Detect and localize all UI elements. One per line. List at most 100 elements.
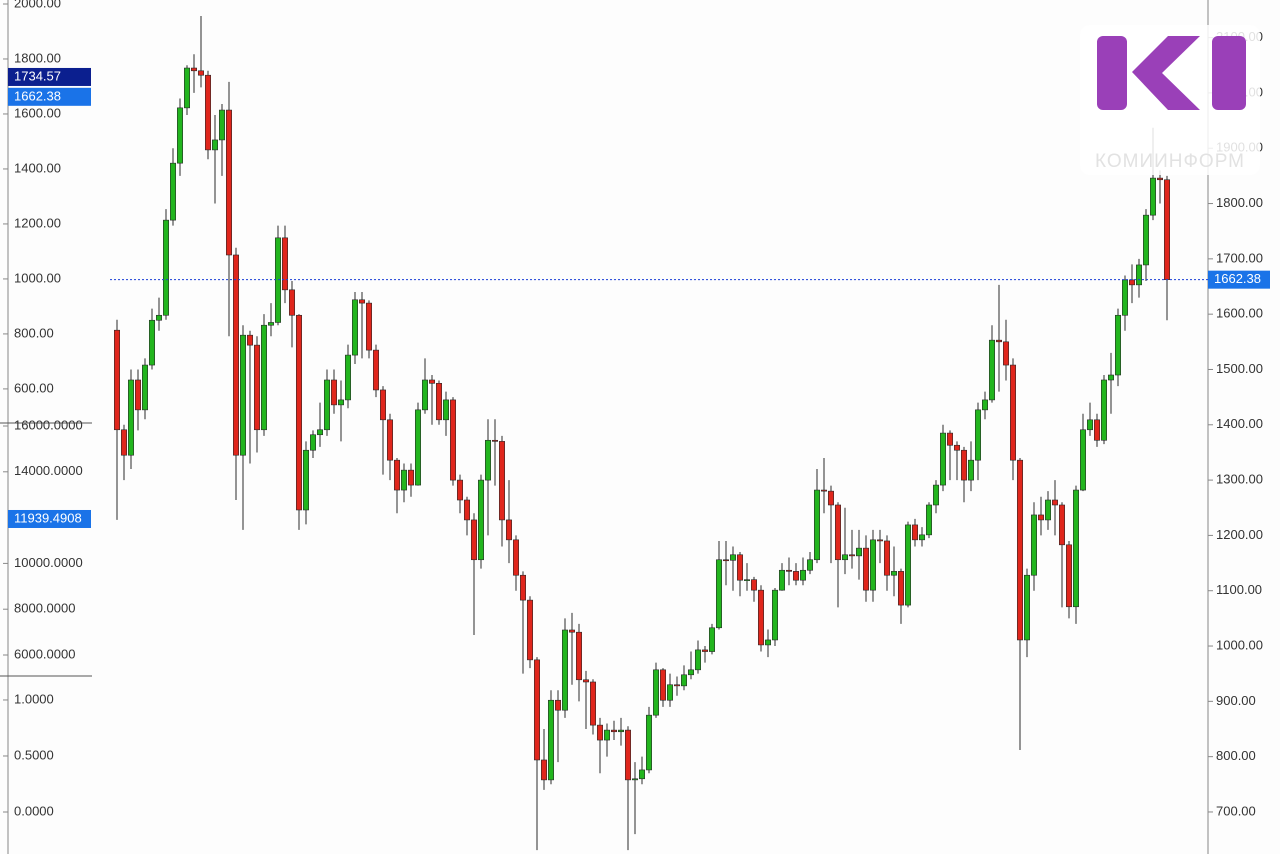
candle-body <box>1150 177 1157 216</box>
candle-body <box>177 107 184 164</box>
candle-body <box>330 379 337 406</box>
candle-body <box>1136 264 1143 286</box>
candle-body <box>764 639 771 646</box>
candle-body <box>750 579 757 591</box>
candle-body <box>918 534 925 541</box>
y-tick-label: 1600.00 <box>1216 306 1263 321</box>
y-tick-label: 1.0000 <box>14 691 54 706</box>
candle-body <box>351 299 358 356</box>
candle-body <box>876 539 883 542</box>
candle-body <box>967 459 974 481</box>
candle-body <box>505 519 512 541</box>
candle-body <box>960 449 967 481</box>
candle-body <box>701 649 708 652</box>
candle-body <box>1031 514 1038 576</box>
candle-body <box>1080 429 1087 491</box>
y-tick-label: 1600.00 <box>14 105 61 120</box>
candle-body <box>226 109 233 256</box>
logo-k-stem <box>1097 36 1127 110</box>
candle-body <box>736 554 743 581</box>
candle-body <box>449 399 456 481</box>
candle-body <box>554 699 561 711</box>
candle-body <box>757 589 764 646</box>
candle-body <box>428 379 435 384</box>
candle-body <box>848 554 855 557</box>
candle-body <box>792 571 799 581</box>
candle-body <box>1016 459 1023 641</box>
candle-body <box>414 409 421 486</box>
logo-k-arms <box>1132 36 1200 110</box>
candle-body <box>575 631 582 681</box>
price-marker-label: 11939.4908 <box>14 510 82 525</box>
candle-body <box>855 547 862 557</box>
candle-body <box>1038 514 1045 521</box>
candle-body <box>400 469 407 491</box>
candle-body <box>743 579 750 581</box>
candle-body <box>526 599 533 661</box>
y-tick-label: 1800.00 <box>1216 195 1263 210</box>
candle-body <box>135 379 142 411</box>
candle-body <box>1122 279 1129 316</box>
candle-body <box>1059 504 1066 546</box>
candle-body <box>1164 179 1171 280</box>
candle-body <box>666 684 673 701</box>
candle-body <box>344 354 351 401</box>
candle-body <box>708 627 715 652</box>
candle-body <box>435 383 442 421</box>
candle-body <box>491 439 498 442</box>
candle-body <box>820 489 827 492</box>
candle-body <box>470 519 477 561</box>
candle-body <box>191 67 198 72</box>
candle-body <box>925 504 932 536</box>
candle-body <box>1108 374 1115 381</box>
candle-body <box>1024 574 1031 641</box>
candle-body <box>386 419 393 461</box>
price-marker <box>8 67 91 86</box>
candle-body <box>1073 489 1080 608</box>
price-marker <box>8 87 91 106</box>
candle-body <box>205 74 212 151</box>
candle-body <box>149 319 156 366</box>
candle-body <box>673 684 680 687</box>
candle-body <box>512 539 519 576</box>
candle-body <box>540 759 547 781</box>
y-tick-label: 16000.0000 <box>14 417 83 432</box>
candle-body <box>533 659 540 761</box>
logo: КОМИИНФОРМ <box>1080 25 1260 175</box>
candle-body <box>624 729 631 781</box>
candle-body <box>778 569 785 591</box>
y-tick-label: 1100.00 <box>1216 582 1262 597</box>
candle-body <box>659 669 666 701</box>
candle-body <box>163 219 170 316</box>
candle-body <box>1052 499 1059 506</box>
candle-body <box>156 314 163 321</box>
candle-body <box>519 574 526 601</box>
candle-body <box>309 434 316 451</box>
candle-body <box>365 302 372 351</box>
candle-body <box>799 569 806 581</box>
candle-body <box>715 559 722 629</box>
candle-body <box>771 589 778 641</box>
candle-body <box>484 439 491 481</box>
candle-body <box>561 629 568 711</box>
candle-body <box>932 484 939 506</box>
candle-body <box>834 504 841 561</box>
y-tick-label: 800.00 <box>14 325 54 340</box>
candle-body <box>883 540 890 576</box>
candle-body <box>1143 214 1150 266</box>
candle-body <box>568 629 575 633</box>
candle-body <box>911 524 918 541</box>
candle-body <box>198 70 205 76</box>
candle-body <box>128 379 135 456</box>
candle-body <box>288 289 295 316</box>
y-tick-label: 0.0000 <box>14 803 54 818</box>
candle-body <box>1045 499 1052 521</box>
candle-body <box>1157 177 1164 181</box>
candle-body <box>372 349 379 391</box>
candle-body <box>729 554 736 561</box>
candle-body <box>722 559 729 562</box>
y-tick-label: 600.00 <box>14 380 54 395</box>
y-tick-label: 10000.0000 <box>14 555 83 570</box>
candle-body <box>442 399 449 421</box>
candle-body <box>1066 544 1073 608</box>
